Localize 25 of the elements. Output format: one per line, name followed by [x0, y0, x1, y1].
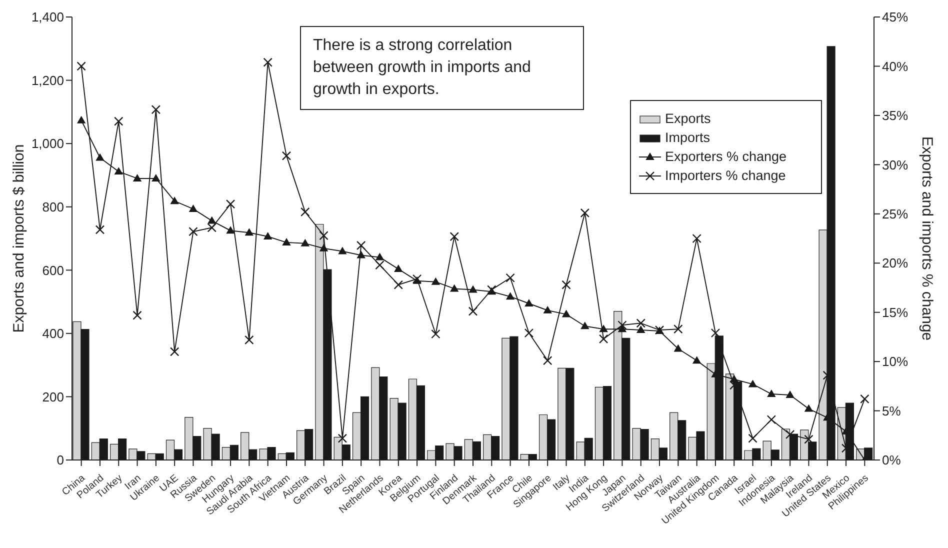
y2-tick-label: 40% [882, 58, 908, 74]
y2-tick-label: 30% [882, 157, 908, 172]
y-tick-label: 1,200 [31, 72, 64, 88]
y-tick-label: 400 [42, 326, 64, 342]
legend-label: Exports [665, 110, 711, 128]
y2-tick-label: 20% [882, 256, 908, 271]
y2-tick-label: 0% [882, 452, 902, 468]
y2-tick-label: 15% [882, 304, 908, 320]
y-tick-label: 800 [42, 199, 64, 214]
y2-tick-label: 35% [882, 108, 908, 124]
y2-tick-label: 25% [882, 206, 908, 222]
y-tick-label: 1,400 [31, 10, 64, 25]
legend-label: Importers % change [665, 167, 786, 185]
y-tick-label: 0 [56, 452, 64, 468]
y2-tick-label: 45% [882, 10, 908, 25]
y-tick-label: 1,000 [31, 136, 64, 152]
legend-label: Imports [665, 129, 710, 147]
y-tick-label: 200 [42, 389, 64, 404]
y2-tick-label: 10% [882, 354, 908, 370]
y-tick-label: 600 [42, 262, 64, 278]
y-axis-title: Exports and imports $ billion [10, 144, 28, 333]
y2-axis-title: Exports and imports % change [918, 136, 936, 341]
annotation: There is a strong correlation between growth in imports and growth in exports. [300, 26, 584, 110]
legend-label: Exporters % change [665, 148, 787, 166]
y2-tick-label: 5% [882, 403, 902, 418]
